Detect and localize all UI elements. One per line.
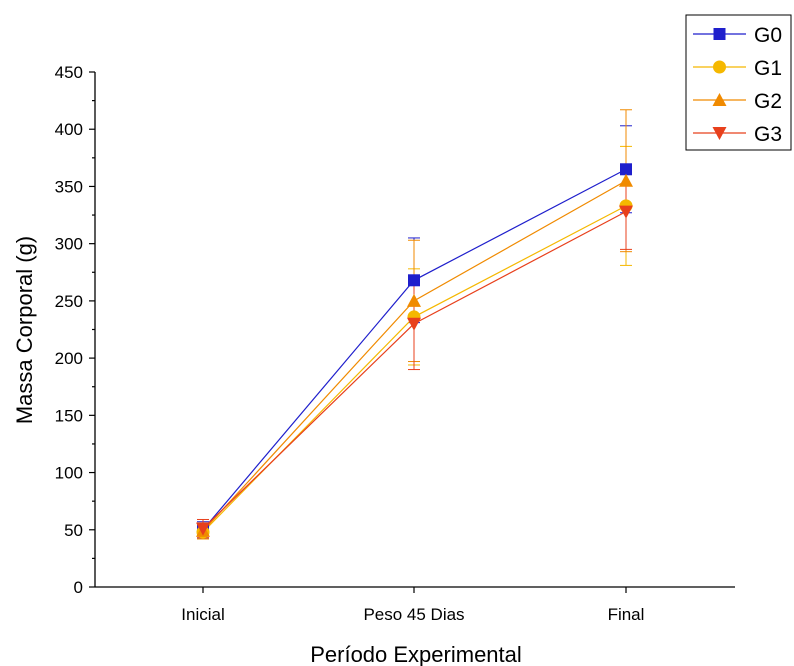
y-tick-label: 50 (64, 521, 83, 540)
legend: G0 G1 G2 G3 (685, 14, 792, 151)
y-tick-label: 400 (55, 120, 83, 139)
x-tick-label: Final (608, 605, 645, 624)
y-tick-label: 250 (55, 292, 83, 311)
data-point (196, 522, 210, 536)
legend-label: G3 (754, 123, 782, 146)
x-axis-title: Período Experimental (310, 642, 522, 666)
data-point (619, 173, 633, 187)
y-tick-label: 100 (55, 464, 83, 483)
y-tick-label: 0 (74, 578, 83, 597)
legend-marker (713, 28, 726, 40)
y-tick-label: 450 (55, 63, 83, 82)
legend-marker (712, 93, 727, 106)
series-markers (196, 163, 633, 539)
y-tick-label: 350 (55, 177, 83, 196)
axes: 0 50 100 150 200 250 300 350 400 450 Inicial Peso 4… (55, 63, 735, 624)
data-point (620, 163, 632, 176)
data-point (408, 274, 420, 287)
legend-label: G2 (754, 90, 782, 113)
y-axis-title: Massa Corporal (g) (12, 236, 37, 424)
y-tick-label: 200 (55, 349, 83, 368)
legend-label: G0 (754, 24, 782, 47)
y-tick-label: 150 (55, 406, 83, 425)
legend-box (685, 14, 792, 151)
legend-label: G1 (754, 57, 782, 80)
legend-marker (712, 127, 727, 140)
data-point (407, 293, 421, 307)
x-tick-label: Peso 45 Dias (363, 605, 464, 624)
data-point (619, 205, 633, 219)
x-tick-label: Inicial (181, 605, 224, 624)
y-tick-label: 300 (55, 235, 83, 254)
data-point (407, 317, 421, 331)
legend-marker (713, 60, 726, 74)
